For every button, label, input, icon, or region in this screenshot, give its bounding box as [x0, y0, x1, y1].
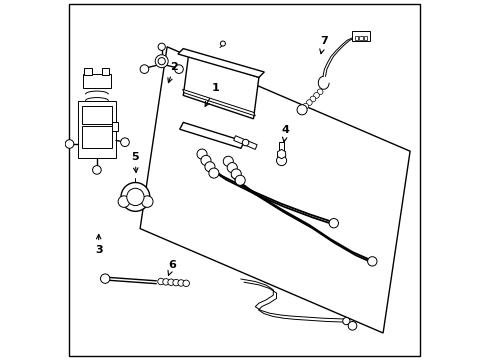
Circle shape	[141, 196, 153, 207]
Circle shape	[178, 280, 184, 286]
Text: 5: 5	[131, 152, 138, 172]
Circle shape	[158, 43, 165, 50]
Bar	[279, 142, 284, 157]
Polygon shape	[140, 47, 409, 333]
Text: 2: 2	[167, 62, 178, 83]
Circle shape	[101, 274, 110, 283]
Circle shape	[306, 100, 311, 105]
Text: 3: 3	[95, 234, 102, 255]
Circle shape	[163, 279, 169, 285]
Bar	[102, 68, 109, 75]
Polygon shape	[178, 49, 264, 77]
Circle shape	[172, 279, 179, 286]
Polygon shape	[277, 149, 285, 159]
Circle shape	[227, 163, 237, 173]
Circle shape	[201, 156, 211, 166]
Circle shape	[183, 280, 189, 287]
Polygon shape	[183, 54, 258, 119]
Circle shape	[309, 96, 315, 102]
Polygon shape	[182, 89, 255, 116]
Circle shape	[197, 149, 206, 159]
Bar	[81, 106, 112, 124]
Circle shape	[276, 156, 286, 166]
Text: 4: 4	[282, 125, 289, 142]
Bar	[359, 36, 362, 40]
Circle shape	[140, 65, 148, 73]
Circle shape	[313, 93, 319, 98]
Bar	[78, 101, 116, 158]
Bar	[84, 68, 91, 75]
Text: 7: 7	[319, 36, 327, 54]
Circle shape	[121, 183, 149, 211]
Polygon shape	[233, 136, 257, 149]
Circle shape	[347, 321, 356, 330]
Circle shape	[158, 278, 164, 285]
Text: 1: 1	[204, 83, 219, 106]
Text: 6: 6	[168, 260, 176, 275]
Circle shape	[223, 156, 233, 166]
Circle shape	[231, 169, 241, 179]
Circle shape	[92, 166, 101, 174]
Circle shape	[118, 196, 129, 207]
Circle shape	[155, 55, 168, 68]
Circle shape	[174, 65, 183, 73]
Circle shape	[204, 162, 215, 172]
Circle shape	[317, 89, 322, 95]
Bar	[363, 36, 366, 40]
Circle shape	[126, 188, 144, 206]
Circle shape	[342, 318, 349, 325]
Circle shape	[167, 279, 174, 285]
Circle shape	[242, 139, 248, 146]
Circle shape	[220, 41, 225, 46]
Circle shape	[158, 58, 165, 65]
Circle shape	[367, 257, 376, 266]
Bar	[112, 122, 118, 131]
Circle shape	[235, 175, 244, 185]
Bar	[81, 126, 112, 148]
Circle shape	[208, 168, 219, 178]
Circle shape	[65, 140, 74, 148]
Circle shape	[296, 105, 306, 115]
Bar	[352, 31, 369, 41]
Circle shape	[328, 219, 338, 228]
Circle shape	[121, 138, 129, 147]
Bar	[354, 36, 357, 40]
Circle shape	[302, 103, 308, 109]
Polygon shape	[179, 122, 244, 148]
Bar	[82, 74, 111, 88]
